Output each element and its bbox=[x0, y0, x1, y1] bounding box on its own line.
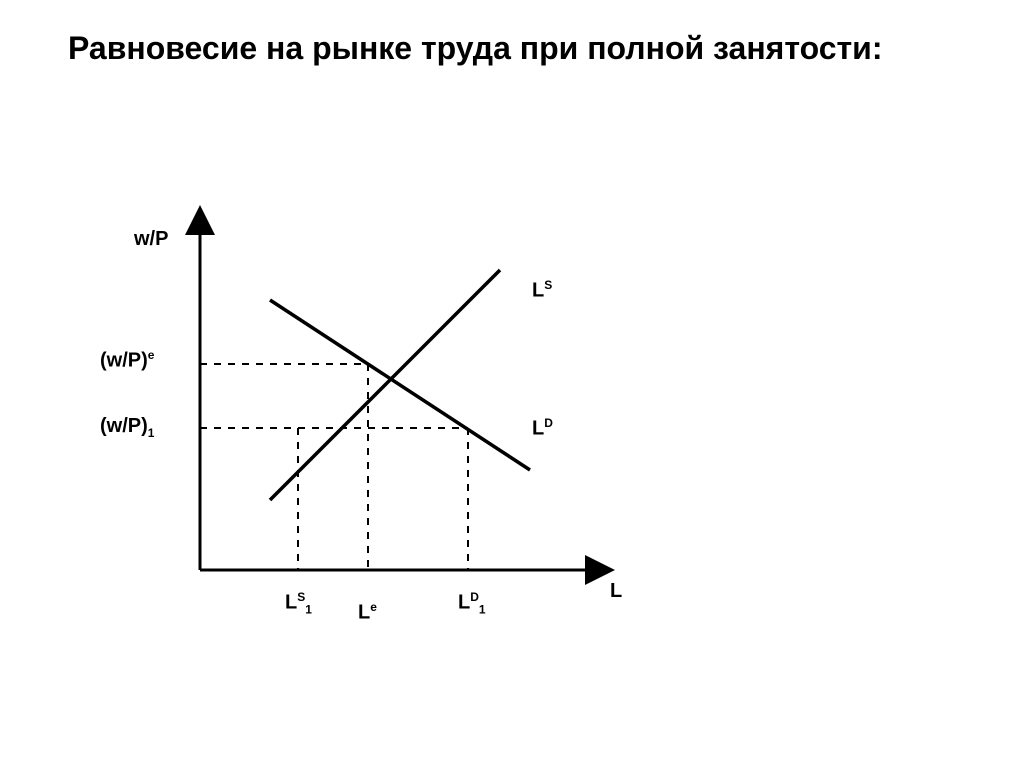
x-tick-ld1: LD1 bbox=[458, 590, 486, 617]
x-tick-le: Le bbox=[358, 600, 377, 625]
page-title: Равновесие на рынке труда при полной зан… bbox=[68, 28, 883, 68]
y-tick-wp1: (w/P)1 bbox=[100, 415, 154, 440]
y-tick-wpe: (w/P)e bbox=[100, 348, 154, 373]
chart-svg bbox=[100, 200, 800, 650]
y-axis-label: w/P bbox=[134, 228, 168, 251]
labor-market-chart: w/P L (w/P)e (w/P)1 LS1 Le LD1 LS LD bbox=[100, 200, 800, 650]
demand-curve-label: LD bbox=[532, 416, 553, 441]
x-tick-ls1: LS1 bbox=[285, 590, 312, 617]
supply-curve-label: LS bbox=[532, 278, 552, 303]
x-axis-label: L bbox=[610, 580, 622, 603]
